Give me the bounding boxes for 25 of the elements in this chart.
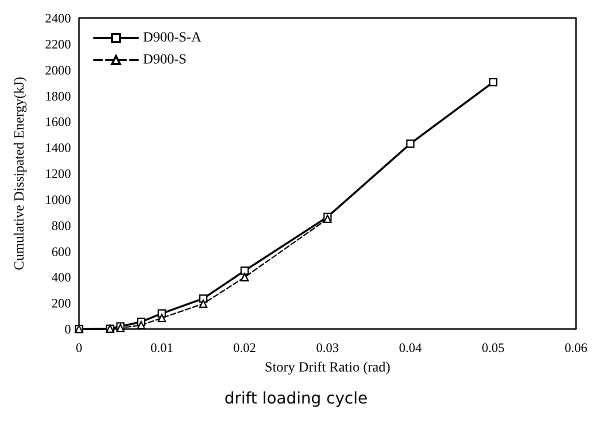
x-tick-label: 0.03 [316, 340, 339, 355]
y-tick-label: 2200 [45, 36, 71, 52]
y-tick-label: 600 [52, 244, 71, 259]
y-tick-label: 800 [52, 218, 71, 233]
text: drift loading cycle [224, 388, 368, 408]
y-tick-label: 1600 [45, 114, 71, 130]
x-tick-label: 0.04 [398, 340, 422, 355]
x-tick-label: 0.01 [150, 340, 174, 355]
x-tick-label: 0.05 [482, 340, 505, 355]
legend-label: D900-S-A [143, 30, 202, 46]
y-tick-label: 2000 [45, 62, 71, 78]
x-tick-label: 0.06 [564, 340, 588, 355]
y-tick-label: 1800 [45, 88, 71, 104]
legend-label: D900-S [143, 52, 187, 68]
y-tick-label: 2400 [45, 10, 71, 26]
y-tick-label: 200 [52, 296, 71, 311]
y-tick-label: 1000 [45, 192, 71, 207]
y-tick-label: 1400 [45, 140, 71, 156]
y-tick-label: 1200 [45, 166, 71, 181]
y-tick-label: 400 [52, 270, 71, 285]
x-tick-label: 0.02 [233, 340, 256, 355]
x-tick-label: 0 [76, 340, 82, 355]
x-axis-title: Story Drift Ratio (rad) [264, 360, 391, 376]
y-tick-label: 0 [64, 322, 71, 336]
y-axis-title: Cumulative Dissipated Energy(kJ) [12, 76, 28, 270]
